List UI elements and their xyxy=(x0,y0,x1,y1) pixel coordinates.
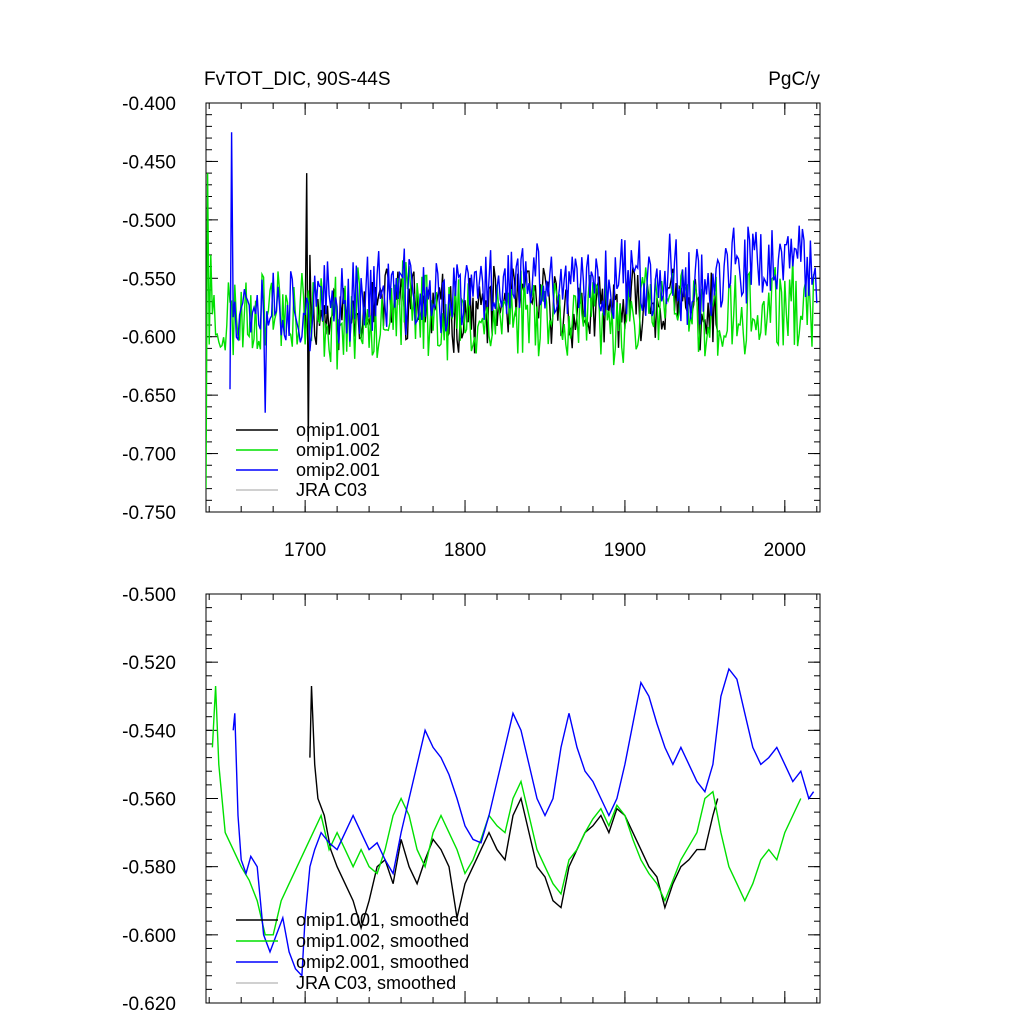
x-tick-label: 2000 xyxy=(764,540,806,561)
series-line-0 xyxy=(304,173,719,442)
series-line-1 xyxy=(211,685,802,936)
y-tick-label: -0.500 xyxy=(122,211,176,232)
y-tick-label: -0.600 xyxy=(122,328,176,349)
legend-label: omip2.001, smoothed xyxy=(296,952,469,972)
y-tick-label: -0.750 xyxy=(122,503,176,524)
legend-label: omip1.001 xyxy=(296,420,380,440)
legend-label: JRA C03, smoothed xyxy=(296,973,456,993)
series-line-0 xyxy=(309,685,719,931)
chart-title: FvTOT_DIC, 90S-44S xyxy=(204,69,391,90)
series-line-2 xyxy=(232,667,815,978)
x-tick-label: 1900 xyxy=(604,540,646,561)
panel-top-chart: FvTOT_DIC, 90S-44S PgC/y -0.400 -0.450 -0.50… xyxy=(122,69,821,561)
y-tick-label: -0.560 xyxy=(122,790,176,811)
y-tick-label: -0.540 xyxy=(122,721,176,742)
legend-label: omip2.001 xyxy=(296,460,380,480)
y-tick-label: -0.580 xyxy=(122,858,176,879)
y-tick-label: -0.600 xyxy=(122,926,176,947)
y-tick-label: -0.400 xyxy=(122,94,176,115)
legend-label: omip1.001, smoothed xyxy=(296,910,469,930)
y-tick-label: -0.700 xyxy=(122,445,176,466)
panel-bottom-chart: -0.500 -0.520 -0.540 -0.560 -0.580 -0.600 -0.6… xyxy=(122,585,821,1015)
y-tick-label: -0.520 xyxy=(122,653,176,674)
legend-label: JRA C03 xyxy=(296,480,367,500)
plot-frame xyxy=(205,102,821,513)
x-tick-label: 1800 xyxy=(444,540,486,561)
legend-label: omip1.002, smoothed xyxy=(296,931,469,951)
y-tick-label: -0.450 xyxy=(122,152,176,173)
y-tick-label: -0.550 xyxy=(122,269,176,290)
y-tick-label: -0.500 xyxy=(122,585,176,606)
units-label: PgC/y xyxy=(768,69,820,90)
y-tick-label: -0.620 xyxy=(122,994,176,1015)
series-line-2 xyxy=(229,132,818,413)
legend-label: omip1.002 xyxy=(296,440,380,460)
x-tick-label: 1700 xyxy=(284,540,326,561)
y-tick-label: -0.650 xyxy=(122,386,176,407)
